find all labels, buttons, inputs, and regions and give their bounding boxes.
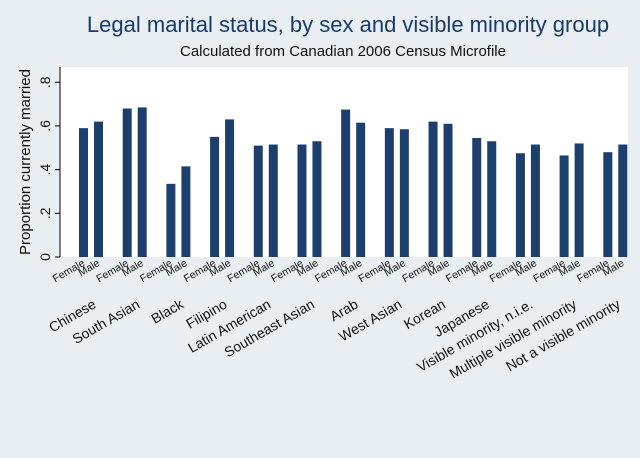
y-tick-label: .4 <box>37 164 53 176</box>
bar-female <box>428 121 438 257</box>
bar-male <box>312 141 322 257</box>
bar-male <box>94 121 103 257</box>
bars <box>79 107 628 258</box>
bar-female <box>559 155 569 257</box>
bar-male <box>137 107 147 257</box>
bar-male <box>618 144 628 257</box>
bar-female <box>253 145 263 257</box>
bar-female <box>472 137 482 257</box>
bar-female <box>210 136 220 257</box>
bar-male <box>225 119 235 258</box>
y-tick-label: 0 <box>37 253 53 261</box>
chart-title: Legal marital status, by sex and visible… <box>87 12 609 37</box>
bar-male <box>399 129 409 257</box>
bar-female <box>297 144 307 257</box>
y-axis: 0 .2 .4 .6 .8 <box>37 67 61 261</box>
bar-female <box>166 183 176 257</box>
y-tick-label: .2 <box>37 207 53 219</box>
bar-male <box>487 141 497 257</box>
bar-male <box>181 166 191 257</box>
bar-male <box>530 144 540 257</box>
y-tick-label: .6 <box>37 120 53 132</box>
bar-male <box>574 143 584 257</box>
y-tick-label: .8 <box>37 76 53 88</box>
bar-male <box>268 144 278 257</box>
bar-female <box>384 128 394 257</box>
bar-male <box>356 122 366 257</box>
bar-female <box>341 109 351 257</box>
bar-male <box>443 123 453 257</box>
bar-female <box>603 152 613 257</box>
bar-female <box>515 153 525 257</box>
bar-female <box>122 108 132 257</box>
y-axis-label: Proportion currently married <box>17 69 34 255</box>
chart-subtitle: Calculated from Canadian 2006 Census Mic… <box>180 43 506 60</box>
bar-female <box>79 128 88 257</box>
